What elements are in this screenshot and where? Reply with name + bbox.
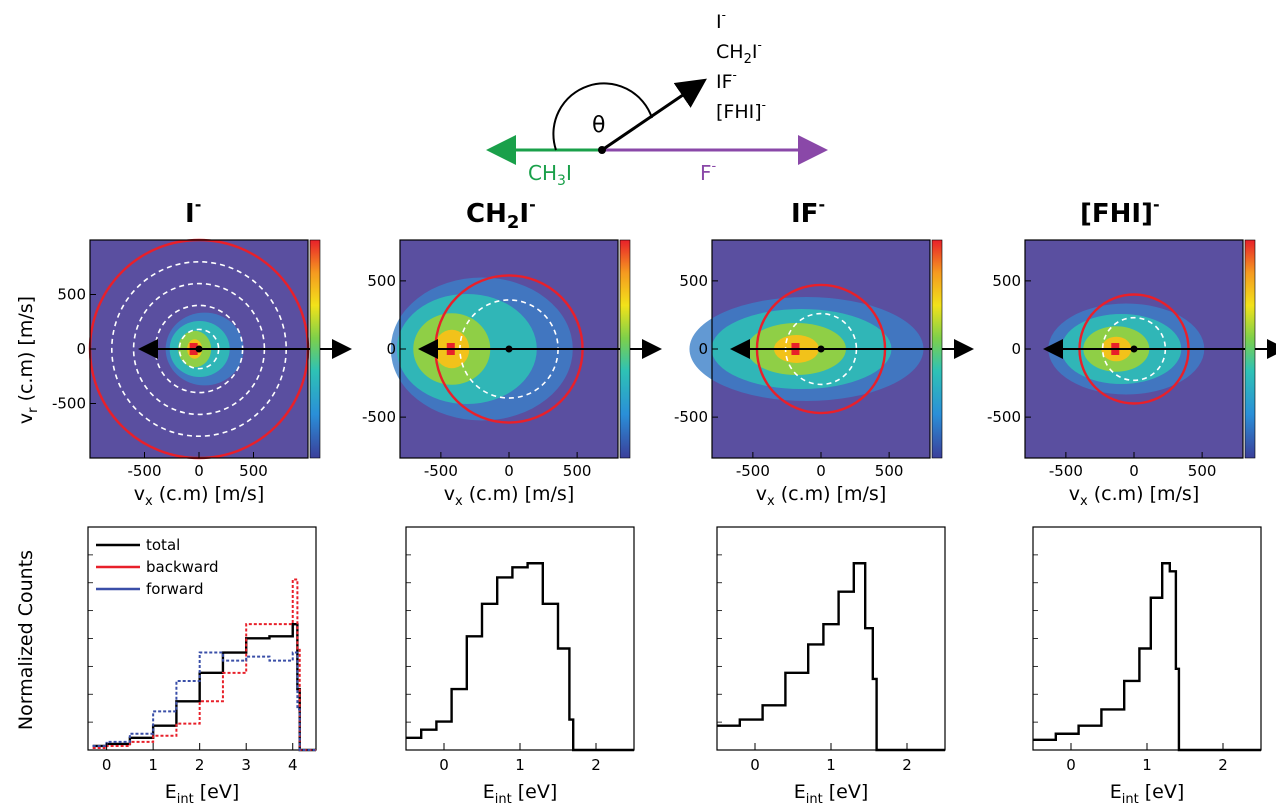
x-tick-label: 0: [1066, 756, 1076, 774]
x-tick-label: 0: [816, 462, 826, 480]
plot-frame: [405, 526, 635, 751]
colorbar: [1244, 239, 1256, 459]
x-tick-label: 500: [1188, 462, 1217, 480]
f-label: F-: [700, 159, 717, 185]
x-tick-label: 0: [1129, 462, 1139, 480]
y-tick-label: -500: [362, 408, 396, 426]
product-i: I-: [716, 8, 726, 33]
x-tick-label: 500: [875, 462, 904, 480]
histogram-panel-2: 0 1 2 Eint [eV]: [716, 526, 946, 806]
y-tick-label: 500: [679, 272, 708, 290]
heatmap-panel-2: -500 0 500 500 0 -500 vx (c.m) [m/s]: [674, 239, 974, 509]
bottom-xlabel: Eint [eV]: [165, 781, 240, 806]
x-tick-label: 2: [195, 756, 205, 774]
top-xlabel: vx (c.m) [m/s]: [134, 483, 265, 509]
x-tick-label: -500: [424, 462, 458, 480]
series-total: [717, 562, 945, 752]
heatmap-panel-3: -500 0 500 500 0 -500 vx (c.m) [m/s]: [987, 239, 1276, 509]
series-forward: [92, 651, 316, 751]
origin-dot: [505, 345, 513, 353]
heatmap-panel-1: -500 0 500 500 0 -500 vx (c.m) [m/s]: [362, 239, 662, 509]
bottom-ylabel: Normalized Counts: [15, 550, 37, 730]
series-total: [92, 622, 316, 752]
x-tick-label: 1: [826, 756, 836, 774]
y-tick-label: -500: [52, 395, 86, 413]
legend-label-backward: backward: [146, 558, 219, 576]
x-tick-label: 0: [750, 756, 760, 774]
histogram-panel-0: 0 1 2 3 4 Eint [eV] total backward forward: [87, 526, 317, 806]
y-tick-label: 500: [367, 272, 396, 290]
title-i: I-: [185, 195, 201, 229]
legend-label-forward: forward: [146, 580, 204, 598]
plots: -500 0 500 500 0 -500 vx (c.m) [m/s] -500 0 500 50…: [52, 238, 1276, 806]
x-tick-label: 0: [439, 756, 449, 774]
product-ch2i: CH2I-: [716, 38, 762, 67]
x-tick-label: 2: [902, 756, 912, 774]
colorbar: [931, 239, 943, 459]
y-tick-label: 0: [1011, 340, 1021, 358]
y-tick-label: 500: [57, 286, 86, 304]
angle-arc: [552, 82, 653, 151]
histogram-panel-1: 0 1 2 Eint [eV]: [405, 526, 635, 806]
x-tick-label: 2: [1218, 756, 1228, 774]
y-tick-label: 0: [386, 340, 396, 358]
x-tick-label: 4: [288, 756, 298, 774]
product-fhi: [FHI]-: [716, 98, 766, 123]
ch3i-label: CH3I: [528, 161, 572, 189]
origin-dot: [598, 146, 606, 154]
plot-frame: [87, 526, 317, 751]
top-xlabel: vx (c.m) [m/s]: [756, 483, 887, 509]
product-if: IF-: [716, 68, 737, 93]
x-tick-label: -500: [736, 462, 770, 480]
x-tick-label: 3: [241, 756, 251, 774]
x-tick-label: -500: [127, 462, 161, 480]
bottom-xlabel: Eint [eV]: [483, 781, 558, 806]
origin-dot: [817, 345, 825, 353]
reaction-scheme: θ CH3I F- I- CH2I- IF- [FHI]-: [486, 8, 828, 189]
x-tick-label: 0: [504, 462, 514, 480]
x-tick-label: 0: [102, 756, 112, 774]
title-if: IF-: [791, 195, 825, 229]
angle-label: θ: [592, 113, 605, 138]
x-tick-label: 2: [591, 756, 601, 774]
x-tick-label: 500: [239, 462, 268, 480]
x-tick-label: 1: [1142, 756, 1152, 774]
top-xlabel: vx (c.m) [m/s]: [444, 483, 575, 509]
x-tick-label: 500: [563, 462, 592, 480]
title-ch2i: CH2I-: [466, 195, 536, 233]
title-fhi: [FHI]-: [1080, 195, 1160, 229]
y-tick-label: 0: [698, 340, 708, 358]
x-tick-label: 1: [515, 756, 525, 774]
x-tick-label: -500: [1049, 462, 1083, 480]
colorbar: [619, 239, 631, 459]
origin-dot: [195, 345, 203, 353]
bottom-xlabel: Eint [eV]: [1110, 781, 1185, 806]
bottom-xlabel: Eint [eV]: [794, 781, 869, 806]
histogram-panel-3: 0 1 2 Eint [eV]: [1032, 526, 1262, 806]
y-tick-label: -500: [987, 408, 1021, 426]
series-total: [406, 562, 634, 752]
y-tick-label: 500: [992, 272, 1021, 290]
heatmap-panel-0: -500 0 500 500 0 -500 vx (c.m) [m/s]: [52, 238, 352, 509]
y-tick-label: -500: [674, 408, 708, 426]
origin-dot: [1130, 345, 1138, 353]
series-backward: [92, 578, 316, 751]
x-tick-label: 1: [148, 756, 158, 774]
top-ylabel: vr (c.m) [m/s]: [15, 296, 41, 424]
plot-frame: [716, 526, 946, 751]
top-xlabel: vx (c.m) [m/s]: [1069, 483, 1200, 509]
series-total: [1033, 562, 1261, 752]
colorbar: [309, 239, 321, 459]
plot-frame: [1032, 526, 1262, 751]
y-tick-label: 0: [76, 340, 86, 358]
x-tick-label: 0: [194, 462, 204, 480]
legend-label-total: total: [146, 536, 180, 554]
